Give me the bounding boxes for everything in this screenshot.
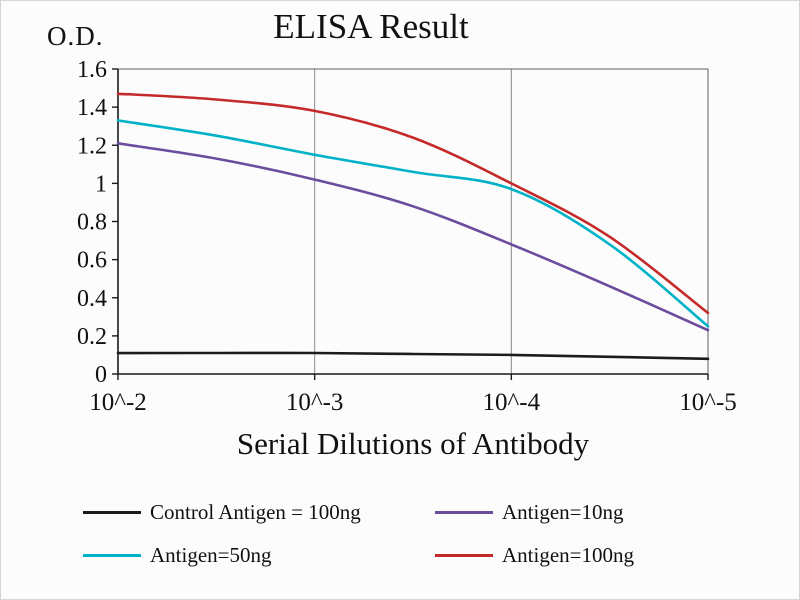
legend-item-antigen-50ng: Antigen=50ng xyxy=(83,542,435,568)
y-tick-label: 1.4 xyxy=(77,95,107,121)
legend-label: Antigen=100ng xyxy=(502,542,634,567)
legend-swatch-antigen-10ng xyxy=(435,510,493,514)
legend-swatch-control-antigen xyxy=(83,510,141,514)
y-tick-label: 1.6 xyxy=(77,57,107,83)
x-tick-label: 10^-2 xyxy=(89,389,147,416)
x-tick-label: 10^-4 xyxy=(483,389,541,416)
y-tick-label: 1 xyxy=(95,171,107,197)
legend-swatch-antigen-100ng xyxy=(435,553,493,557)
x-tick-label: 10^-3 xyxy=(286,389,344,416)
legend-label: Antigen=50ng xyxy=(150,542,272,567)
legend-label: Antigen=10ng xyxy=(502,499,624,524)
legend-label: Control Antigen = 100ng xyxy=(150,499,361,524)
legend: Control Antigen = 100ng Antigen=10ng Ant… xyxy=(83,499,738,568)
y-tick-label: 0 xyxy=(95,362,107,388)
legend-item-antigen-10ng: Antigen=10ng xyxy=(435,499,738,525)
legend-item-control-antigen-100ng: Control Antigen = 100ng xyxy=(83,499,435,525)
series-line-control-antigen-100ng xyxy=(116,351,710,361)
series-line-antigen-10ng xyxy=(116,142,710,332)
y-tick-label: 0.6 xyxy=(77,248,107,274)
legend-swatch-antigen-50ng xyxy=(83,553,141,557)
plot-frame xyxy=(117,68,709,375)
y-tick-label: 0.4 xyxy=(77,286,107,312)
chart-title: ELISA Result xyxy=(273,7,469,46)
y-tick-label: 0.8 xyxy=(77,210,107,236)
series-line-antigen-100ng xyxy=(116,92,710,315)
y-tick-label: 0.2 xyxy=(77,324,107,350)
legend-item-antigen-100ng: Antigen=100ng xyxy=(435,542,738,568)
x-tick-label: 10^-5 xyxy=(679,389,737,416)
series-line-antigen-50ng xyxy=(116,119,710,328)
y-axis-label: O.D. xyxy=(47,21,104,51)
plot-area: 0 0.2 0.4 0.6 0.8 1 1.2 1.4 1.6 10^-2 10^-3 10^-4 10… xyxy=(77,57,737,416)
y-tick-label: 1.2 xyxy=(77,133,107,159)
x-axis-label: Serial Dilutions of Antibody xyxy=(236,426,590,461)
